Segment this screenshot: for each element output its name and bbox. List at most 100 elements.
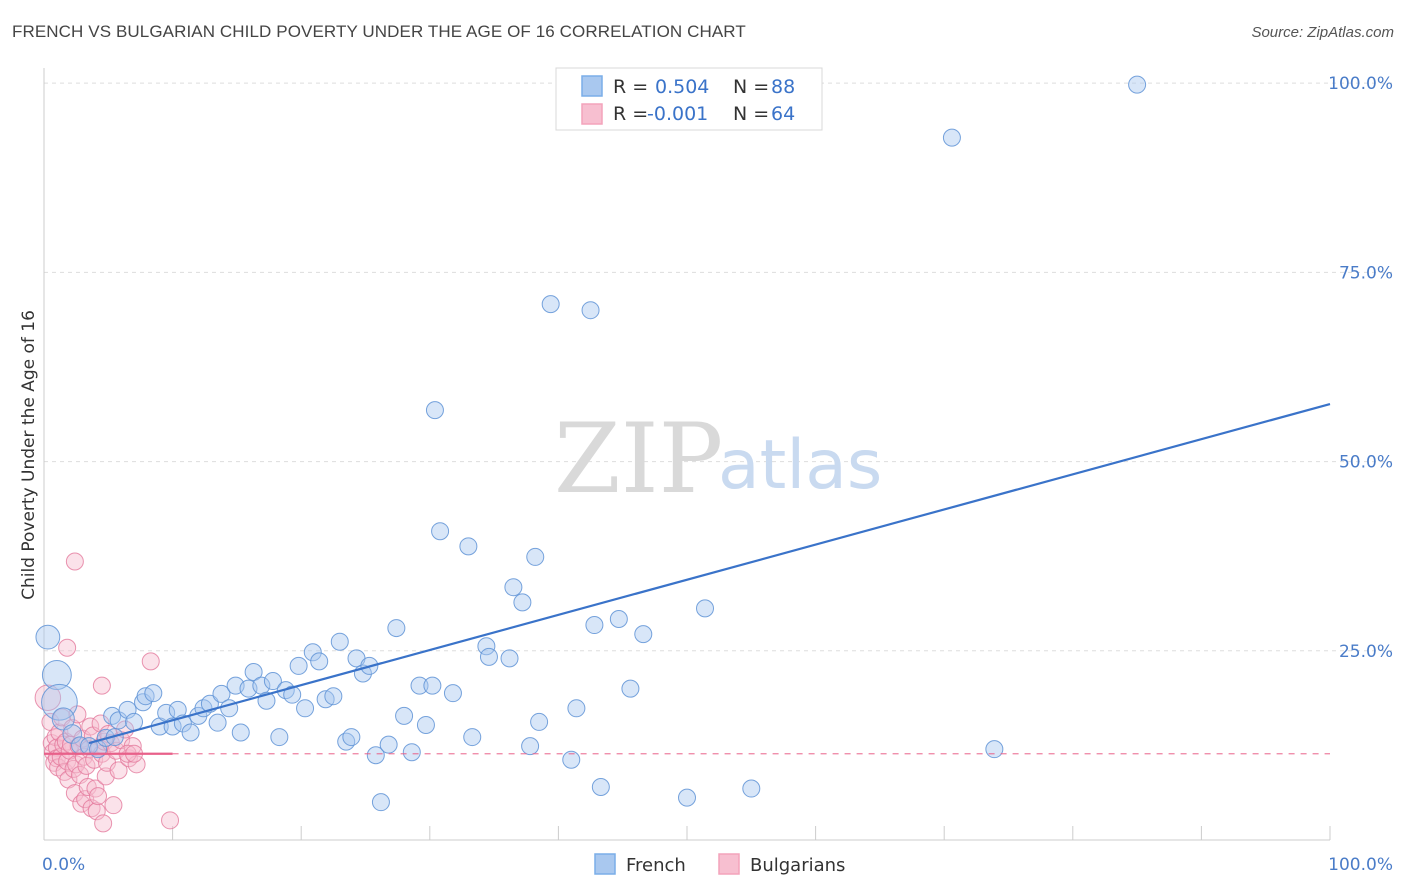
bulgarian-point bbox=[86, 779, 105, 798]
french-point bbox=[402, 743, 421, 762]
legend-n-value-french: 88 bbox=[771, 76, 795, 98]
french-point bbox=[504, 578, 523, 597]
french-point bbox=[303, 643, 322, 662]
legend-r-value-bulgarians: -0.001 bbox=[647, 103, 708, 125]
french-point bbox=[283, 685, 302, 704]
french-point bbox=[591, 778, 610, 797]
french-point bbox=[244, 662, 263, 681]
french-point bbox=[324, 687, 343, 706]
french-point bbox=[634, 625, 653, 644]
legend-r-label-french: R = bbox=[613, 76, 648, 98]
french-point bbox=[51, 707, 75, 731]
french-point bbox=[530, 712, 549, 731]
french-point bbox=[410, 676, 429, 695]
y-tick-label: 25.0% bbox=[1339, 642, 1393, 662]
french-point bbox=[423, 676, 442, 695]
french-point bbox=[144, 684, 163, 703]
watermark-zip: ZIP bbox=[554, 403, 723, 515]
french-point bbox=[541, 295, 560, 314]
french-point bbox=[443, 684, 462, 703]
watermark-atlas: atlas bbox=[718, 426, 882, 505]
french-point bbox=[231, 723, 250, 742]
french-point bbox=[678, 788, 696, 807]
source-note: Source: ZipAtlas.com bbox=[1251, 24, 1394, 41]
french-point bbox=[103, 706, 122, 725]
legend-swatch-bulgarians bbox=[581, 103, 603, 125]
french-point bbox=[342, 728, 361, 747]
bulgarian-point bbox=[92, 676, 111, 695]
french-point bbox=[942, 128, 961, 147]
french-point bbox=[696, 599, 715, 618]
french-point bbox=[387, 619, 406, 638]
french-point bbox=[270, 728, 289, 747]
bottom-legend-label-french: French bbox=[626, 855, 686, 876]
y-tick-label: 100.0% bbox=[1328, 74, 1393, 94]
legend-n-label-bulgarians: N = bbox=[733, 103, 769, 125]
french-point bbox=[479, 647, 498, 666]
french-point bbox=[212, 684, 231, 703]
legend-n-label-french: N = bbox=[733, 76, 769, 98]
french-point bbox=[425, 401, 444, 420]
bulgarian-point bbox=[89, 787, 108, 806]
french-point bbox=[35, 624, 61, 650]
bottom-legend: French Bulgarians bbox=[594, 853, 845, 876]
french-point bbox=[395, 706, 414, 725]
legend-r-label-bulgarians: R = bbox=[613, 103, 648, 125]
bulgarian-point bbox=[141, 652, 160, 671]
french-point bbox=[366, 746, 385, 765]
legend-swatch-french bbox=[581, 75, 603, 97]
chart-title: FRENCH VS BULGARIAN CHILD POVERTY UNDER … bbox=[12, 22, 746, 41]
french-point bbox=[296, 699, 315, 718]
x-tick-label: 0.0% bbox=[42, 855, 85, 875]
bottom-legend-label-bulgarians: Bulgarians bbox=[750, 855, 845, 876]
french-point bbox=[263, 672, 282, 691]
french-point bbox=[431, 522, 450, 541]
bulgarian-point bbox=[109, 761, 128, 780]
bulgarian-point bbox=[94, 814, 113, 833]
y-tick-label: 50.0% bbox=[1339, 453, 1393, 473]
french-point bbox=[585, 616, 604, 635]
french-point bbox=[41, 660, 72, 690]
trend-layer bbox=[44, 402, 1331, 755]
legend-n-value-bulgarians: 64 bbox=[771, 103, 795, 125]
french-point bbox=[567, 699, 586, 718]
bulgarian-point bbox=[161, 811, 180, 830]
bulgarian-point bbox=[65, 552, 84, 571]
grid-layer bbox=[44, 82, 1392, 652]
french-point bbox=[526, 547, 545, 566]
bottom-legend-swatch-bulgarians bbox=[718, 853, 740, 875]
french-point bbox=[1128, 75, 1147, 94]
french-point bbox=[521, 737, 540, 756]
y-axis-title: Child Poverty Under the Age of 16 bbox=[19, 310, 39, 600]
french-point bbox=[62, 724, 83, 744]
french-point bbox=[609, 609, 628, 628]
french-point bbox=[621, 679, 640, 698]
french-point bbox=[459, 537, 478, 556]
french-point bbox=[463, 728, 482, 747]
legend-box: R = 0.504 N = 88 R = -0.001 N = 64 bbox=[555, 67, 823, 131]
bulgarian-point bbox=[58, 638, 77, 657]
french-point bbox=[562, 750, 581, 769]
french-point bbox=[416, 715, 435, 734]
bulgarian-point bbox=[49, 758, 68, 777]
french-point bbox=[289, 656, 308, 675]
watermark: ZIP atlas bbox=[554, 403, 882, 515]
y-tick-label: 75.0% bbox=[1339, 263, 1393, 283]
french-point bbox=[581, 301, 600, 320]
french-point bbox=[208, 713, 227, 732]
french-point bbox=[477, 637, 496, 656]
french-point bbox=[41, 683, 78, 721]
french-point bbox=[181, 723, 200, 742]
french-point bbox=[742, 779, 761, 798]
labels-layer: 25.0% 50.0% 75.0% 100.0% 0.0% 100.0% bbox=[42, 74, 1393, 875]
french-point bbox=[125, 712, 144, 731]
french-point bbox=[109, 711, 128, 730]
french-point bbox=[500, 649, 519, 668]
french-point bbox=[379, 735, 398, 754]
french-point bbox=[985, 740, 1004, 759]
french-point bbox=[371, 793, 390, 812]
french-trend-line bbox=[88, 402, 1331, 745]
french-point bbox=[330, 632, 349, 651]
bottom-legend-swatch-french bbox=[594, 853, 616, 875]
